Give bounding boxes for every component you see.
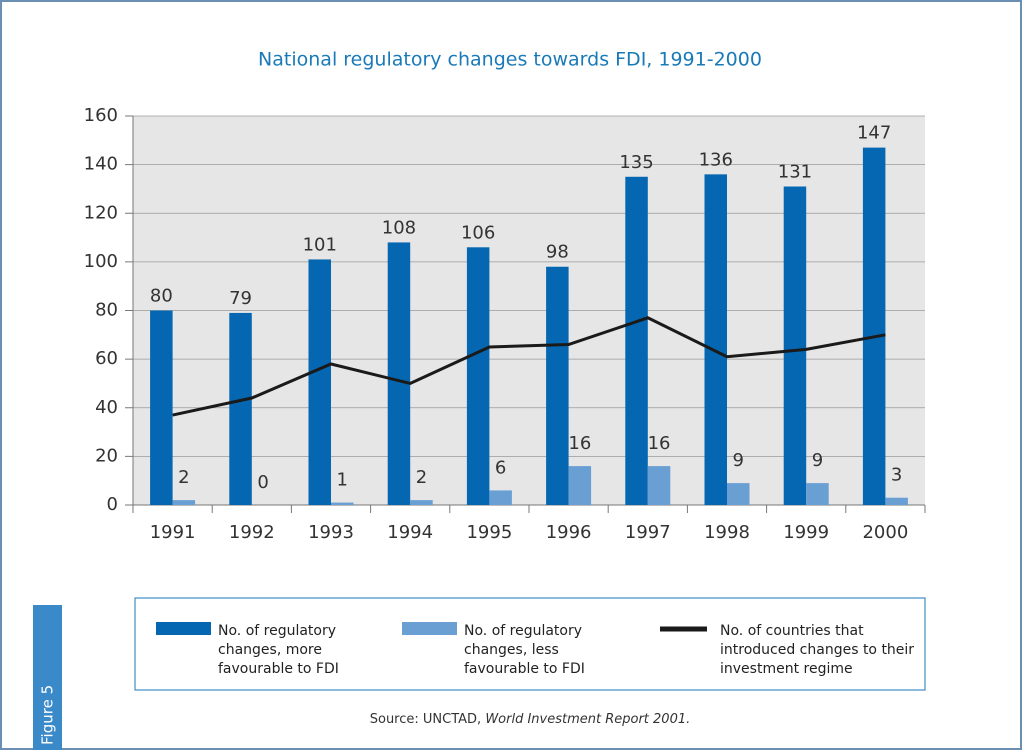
y-tick-label: 160	[84, 105, 118, 126]
x-tick-label: 1997	[625, 522, 671, 543]
data-label: 101	[303, 234, 337, 255]
line	[172, 316, 886, 417]
data-label: 147	[857, 123, 891, 144]
source: Source: UNCTAD, World Investment Report …	[370, 712, 691, 727]
y-tick-label: 140	[84, 154, 118, 175]
data-label: 9	[812, 450, 823, 471]
bar	[489, 490, 512, 505]
bar	[229, 312, 252, 505]
data-label: 135	[619, 152, 653, 173]
x-tick-label: 1992	[229, 522, 275, 543]
x-tick-label: 1991	[150, 522, 196, 543]
data-label: 3	[891, 465, 902, 486]
data-label: 16	[648, 433, 671, 454]
bar	[150, 310, 173, 505]
bar	[172, 500, 196, 505]
data-label: 79	[229, 288, 252, 309]
data-label: 98	[546, 242, 569, 263]
legend-label: No. of countries that introduced changes…	[720, 623, 915, 677]
bar	[806, 483, 829, 505]
data-label: 0	[257, 472, 268, 493]
figure-label: Figure 5	[39, 685, 57, 745]
bar	[647, 466, 671, 505]
legend-swatch	[402, 622, 457, 635]
figure-tab	[33, 605, 62, 750]
bar	[625, 176, 648, 505]
source-title: World Investment Report 2001.	[485, 712, 690, 727]
data-label: 2	[178, 467, 189, 488]
bar	[862, 147, 886, 505]
y-tick-label: 60	[95, 348, 118, 369]
legend-swatch	[156, 622, 211, 635]
bar	[727, 483, 750, 505]
data-label: 136	[699, 149, 733, 170]
bar	[466, 247, 490, 505]
bar	[885, 497, 908, 505]
legend-label: No. of regulatory changes, less favourab…	[464, 623, 585, 677]
bar	[704, 174, 727, 505]
y-tick-label: 0	[107, 494, 118, 515]
x-tick-label: 1994	[387, 522, 433, 543]
x-tick-label: 1995	[466, 522, 512, 543]
legend-label: No. of regulatory changes, more favourab…	[218, 623, 339, 677]
y-tick-label: 80	[95, 300, 118, 321]
data-label: 131	[778, 162, 812, 183]
source-prefix: Source: UNCTAD,	[370, 712, 486, 727]
x-tick-label: 1998	[704, 522, 750, 543]
data-label: 1	[337, 470, 348, 491]
data-label: 106	[461, 222, 495, 243]
data-label: 9	[733, 450, 744, 471]
y-tick-label: 20	[95, 445, 118, 466]
data-label: 16	[568, 433, 591, 454]
x-tick-label: 1999	[783, 522, 829, 543]
y-tick-label: 100	[84, 251, 118, 272]
data-label: 108	[382, 217, 416, 238]
bar	[783, 186, 807, 505]
data-label: 80	[150, 286, 173, 307]
bar	[387, 242, 411, 506]
legend-box	[134, 597, 926, 691]
bar	[308, 259, 331, 505]
bar	[568, 466, 592, 505]
data-label: 2	[416, 467, 427, 488]
x-tick-label: 2000	[862, 522, 908, 543]
bar	[546, 266, 569, 505]
chart-title: National regulatory changes towards FDI,…	[258, 49, 762, 71]
data-label: 6	[495, 457, 506, 478]
bar	[410, 500, 433, 505]
x-tick-label: 1996	[546, 522, 592, 543]
bar	[331, 502, 354, 505]
y-tick-label: 40	[95, 397, 118, 418]
x-tick-label: 1993	[308, 522, 354, 543]
y-tick-label: 120	[84, 202, 118, 223]
